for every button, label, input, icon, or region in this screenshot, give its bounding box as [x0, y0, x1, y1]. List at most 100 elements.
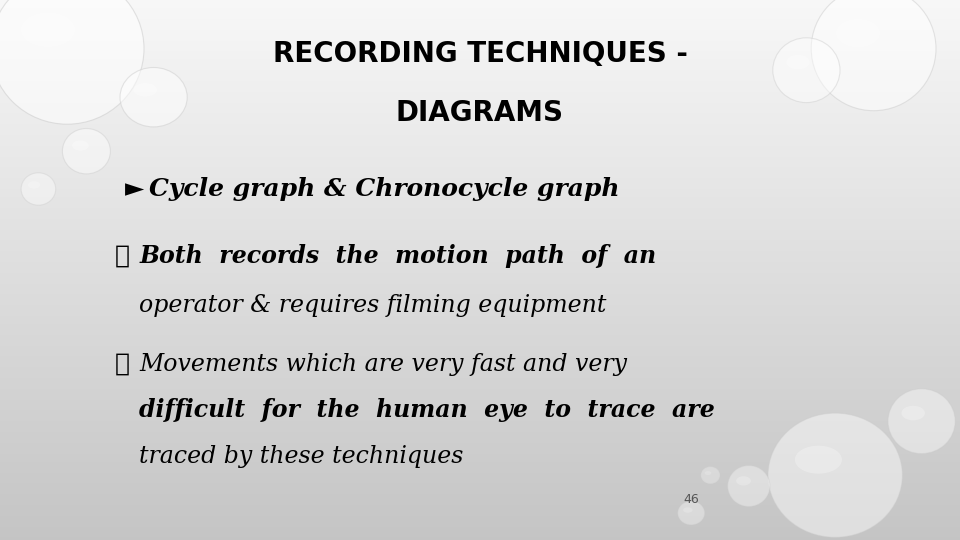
Bar [0, 356, 960, 359]
Bar [0, 451, 960, 454]
Ellipse shape [21, 173, 56, 205]
Ellipse shape [72, 140, 88, 151]
Text: RECORDING TECHNIQUES -: RECORDING TECHNIQUES - [273, 40, 687, 68]
Ellipse shape [28, 181, 40, 188]
Bar [0, 467, 960, 470]
Bar [0, 186, 960, 189]
Ellipse shape [728, 465, 770, 507]
Bar [0, 70, 960, 73]
Ellipse shape [701, 467, 720, 484]
Bar [0, 267, 960, 270]
Bar [0, 108, 960, 111]
Bar [0, 300, 960, 302]
Bar [0, 184, 960, 186]
Bar [0, 440, 960, 443]
Bar [0, 535, 960, 537]
Bar [0, 394, 960, 397]
Bar [0, 278, 960, 281]
Bar [0, 51, 960, 54]
Bar [0, 340, 960, 343]
Text: operator & requires filming equipment: operator & requires filming equipment [139, 294, 607, 316]
Bar [0, 359, 960, 362]
Bar [0, 429, 960, 432]
Ellipse shape [888, 389, 955, 454]
Bar [0, 294, 960, 297]
Bar [0, 513, 960, 516]
Bar [0, 151, 960, 154]
Bar [0, 232, 960, 235]
Bar [0, 392, 960, 394]
Bar [0, 148, 960, 151]
Bar [0, 119, 960, 122]
Bar [0, 46, 960, 49]
Bar [0, 319, 960, 321]
Bar [0, 491, 960, 494]
Bar [0, 178, 960, 181]
Bar [0, 194, 960, 197]
Bar [0, 448, 960, 451]
Bar [0, 19, 960, 22]
Bar [0, 135, 960, 138]
Bar [0, 122, 960, 124]
Bar [0, 273, 960, 275]
Bar [0, 270, 960, 273]
Bar [0, 256, 960, 259]
Bar [0, 302, 960, 305]
Bar [0, 81, 960, 84]
Bar [0, 497, 960, 500]
Ellipse shape [684, 508, 692, 512]
Ellipse shape [901, 406, 924, 420]
Bar [0, 472, 960, 475]
Ellipse shape [133, 83, 156, 97]
Bar [0, 11, 960, 14]
Bar [0, 205, 960, 208]
Bar [0, 308, 960, 310]
Bar [0, 324, 960, 327]
Bar [0, 516, 960, 518]
Bar [0, 103, 960, 105]
Bar [0, 494, 960, 497]
Ellipse shape [736, 476, 751, 485]
Bar [0, 284, 960, 286]
Bar [0, 389, 960, 392]
Bar [0, 500, 960, 502]
Bar [0, 192, 960, 194]
Bar [0, 289, 960, 292]
Bar [0, 78, 960, 81]
Bar [0, 238, 960, 240]
Bar [0, 30, 960, 32]
Bar [0, 383, 960, 386]
Bar [0, 486, 960, 489]
Bar [0, 162, 960, 165]
Bar [0, 14, 960, 16]
Bar [0, 437, 960, 440]
Bar [0, 8, 960, 11]
Ellipse shape [0, 0, 144, 124]
Bar [0, 362, 960, 364]
Bar [0, 251, 960, 254]
Bar [0, 254, 960, 256]
Bar [0, 200, 960, 202]
Bar [0, 62, 960, 65]
Bar [0, 230, 960, 232]
Bar [0, 478, 960, 481]
Bar [0, 310, 960, 313]
Bar [0, 459, 960, 462]
Bar [0, 189, 960, 192]
Bar [0, 402, 960, 405]
Ellipse shape [795, 446, 842, 474]
Bar [0, 375, 960, 378]
Ellipse shape [786, 55, 809, 70]
Bar [0, 167, 960, 170]
Bar [0, 138, 960, 140]
Bar [0, 443, 960, 445]
Bar [0, 364, 960, 367]
Bar [0, 100, 960, 103]
Bar [0, 124, 960, 127]
Bar [0, 405, 960, 408]
Bar [0, 16, 960, 19]
Bar [0, 281, 960, 284]
Bar [0, 24, 960, 27]
Bar [0, 197, 960, 200]
Bar [0, 181, 960, 184]
